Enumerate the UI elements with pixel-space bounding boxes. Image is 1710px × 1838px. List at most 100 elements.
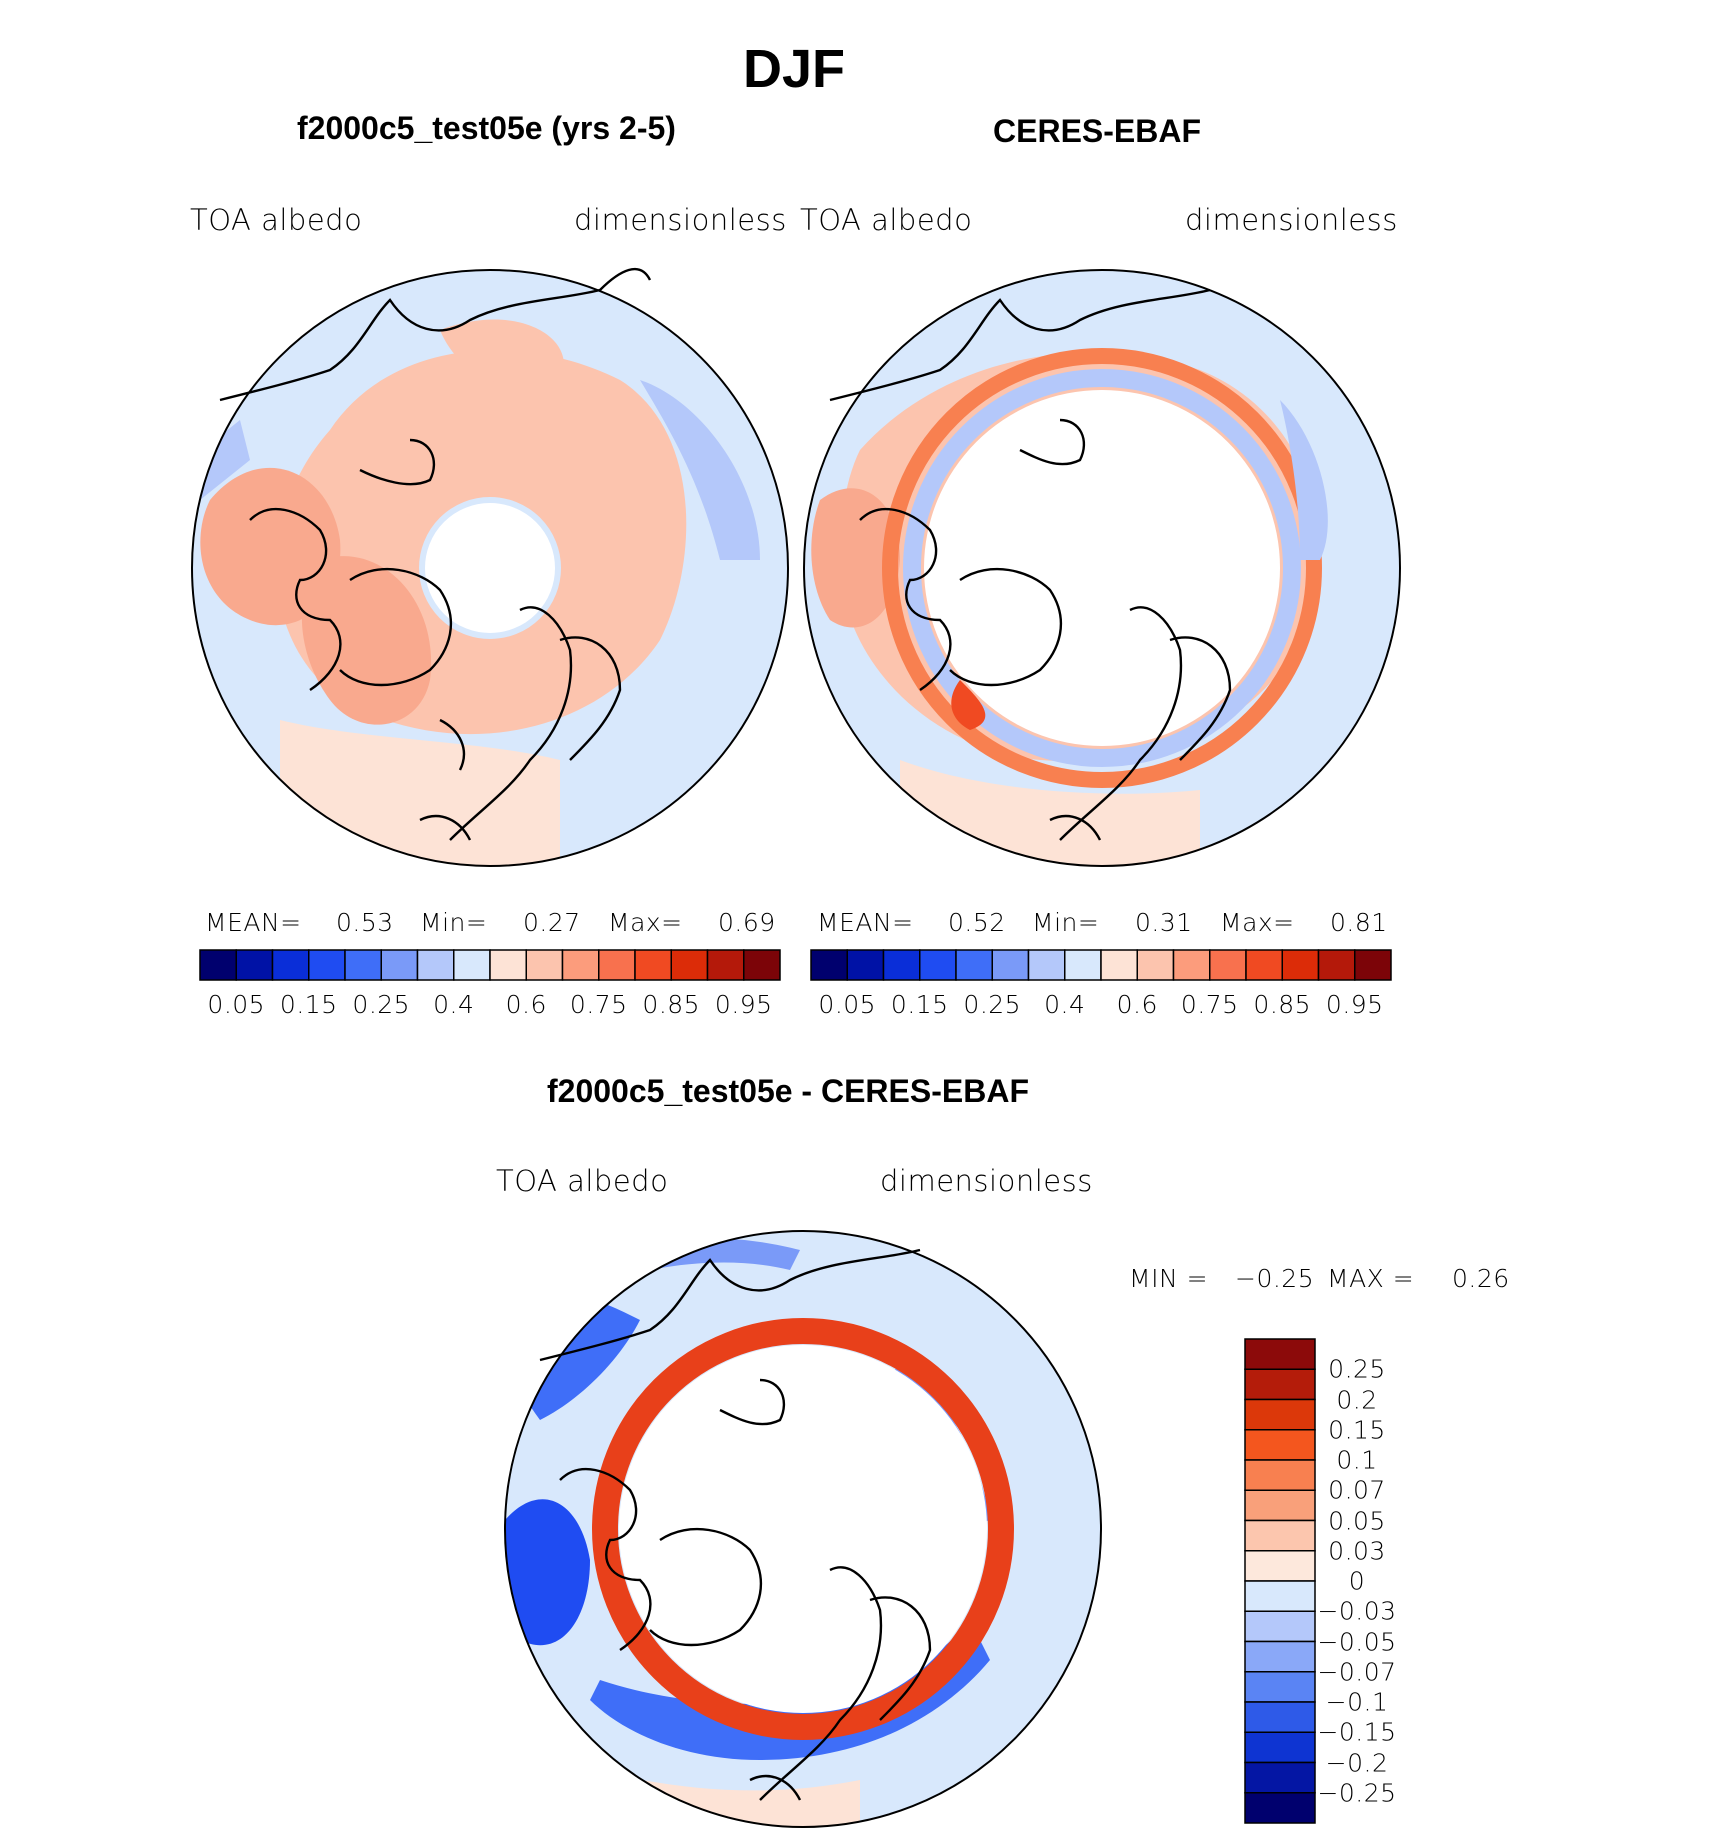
diff-tick-label: −0.05 [1317, 1627, 1397, 1656]
diff-swatch-0 [1244, 1338, 1316, 1370]
difference-units-label: dimensionless [880, 1164, 1093, 1198]
field1-swatch-2 [271, 949, 310, 981]
field1-swatch-5 [380, 949, 419, 981]
panel2-mean-label: MEAN= [817, 908, 914, 937]
field2-swatch-11 [1209, 949, 1247, 981]
field2-swatch-4 [955, 949, 993, 981]
panel2-max-label: Max= [1220, 908, 1295, 937]
field2-swatch-7 [1064, 949, 1102, 981]
diff-tick-label: 0.07 [1328, 1475, 1386, 1505]
field2-tick-label: 0.95 [1325, 990, 1384, 1019]
panel1-max-label: Max= [608, 908, 683, 937]
diff-tick-label: −0.1 [1325, 1687, 1389, 1717]
diff-swatch-7 [1244, 1550, 1316, 1582]
diff-swatch-12 [1244, 1701, 1316, 1733]
field2-swatch-8 [1100, 949, 1138, 981]
panel1-max-value: 0.69 [718, 908, 776, 937]
diff-swatch-3 [1244, 1429, 1316, 1461]
field1-tick-label: 0.95 [714, 990, 773, 1019]
panel1-contour-fill [192, 270, 788, 866]
field1-swatch-14 [706, 949, 745, 981]
panel1-units-label: dimensionless [574, 203, 787, 237]
field2-swatch-0 [810, 949, 848, 981]
difference-min-value: −0.25 [1235, 1264, 1315, 1293]
field2-swatch-5 [991, 949, 1030, 981]
field2-swatch-14 [1317, 949, 1356, 981]
field1-tick-label: 0.6 [505, 990, 547, 1019]
figure-title: DJF [742, 39, 845, 99]
panel1-mean-value: 0.53 [336, 908, 394, 937]
diff-swatch-13 [1244, 1731, 1316, 1764]
field1-swatch-9 [525, 949, 564, 981]
field1-swatch-6 [416, 949, 455, 981]
field2-tick-label: 0.85 [1253, 990, 1312, 1019]
field1-tick-label: 0.4 [433, 990, 475, 1019]
diff-swatch-8 [1244, 1580, 1316, 1612]
diff-swatch-10 [1244, 1640, 1316, 1673]
diff-swatch-11 [1244, 1671, 1316, 1703]
diff-swatch-9 [1244, 1610, 1316, 1643]
difference-colorbar [1244, 1338, 1316, 1824]
field1-swatch-4 [344, 949, 382, 981]
field2-swatch-13 [1281, 949, 1320, 981]
panel2-subtitle: CERES-EBAF [993, 113, 1202, 149]
panel2-min-value: 0.31 [1135, 908, 1193, 937]
field2-swatch-9 [1136, 949, 1175, 981]
difference-max-label: MAX = [1327, 1264, 1415, 1293]
field2-tick-label: 0.75 [1180, 990, 1239, 1019]
field1-swatch-3 [308, 949, 346, 981]
panel2-units-label: dimensionless [1185, 203, 1398, 237]
diff-tick-label: −0.15 [1317, 1717, 1397, 1747]
field1-swatch-0 [199, 949, 237, 981]
field2-tick-label: 0.15 [890, 990, 949, 1019]
difference-variable-label: TOA albedo [496, 1164, 669, 1198]
panel1-mean-label: MEAN= [205, 908, 302, 937]
field1-swatch-12 [634, 949, 672, 981]
diff-swatch-14 [1244, 1761, 1316, 1794]
panel2-max-value: 0.81 [1330, 908, 1388, 937]
diff-tick-label: −0.03 [1317, 1596, 1397, 1626]
field2-tick-label: 0.05 [818, 990, 877, 1019]
difference-contour-fill [505, 1231, 1101, 1827]
diff-swatch-5 [1244, 1489, 1316, 1522]
diff-tick-label: −0.07 [1317, 1657, 1397, 1687]
field1-swatch-15 [743, 949, 781, 981]
field2-swatch-15 [1354, 949, 1392, 981]
diff-tick-label: −0.2 [1325, 1748, 1389, 1777]
field2-tick-label: 0.6 [1116, 990, 1158, 1019]
field2-tick-label: 0.25 [963, 990, 1022, 1019]
field1-tick-label: 0.15 [279, 990, 338, 1019]
field1-tick-label: 0.75 [569, 990, 628, 1019]
field2-swatch-10 [1172, 949, 1211, 981]
field2-swatch-12 [1245, 949, 1283, 981]
diff-tick-label: 0.2 [1336, 1385, 1378, 1414]
diff-tick-label: 0.1 [1336, 1445, 1378, 1475]
difference-coastlines [539, 1248, 932, 1801]
diff-tick-label: 0.15 [1328, 1415, 1386, 1445]
field2-swatch-1 [846, 949, 885, 981]
diff-swatch-1 [1244, 1368, 1316, 1401]
diff-swatch-4 [1244, 1459, 1316, 1491]
field1-tick-label: 0.05 [207, 990, 266, 1019]
field1-swatch-10 [561, 949, 600, 981]
difference-max-value: 0.26 [1452, 1264, 1510, 1293]
panel1-coastlines [219, 268, 652, 841]
diff-tick-label: 0 [1348, 1566, 1366, 1596]
field2-swatch-2 [882, 949, 921, 981]
panel1-min-label: Min= [420, 908, 488, 937]
field1-swatch-13 [670, 949, 709, 981]
diff-tick-label: 0.03 [1328, 1536, 1386, 1566]
difference-subtitle: f2000c5_test05e - CERES-EBAF [547, 1073, 1029, 1109]
panel2-min-label: Min= [1032, 908, 1100, 937]
field1-swatch-11 [598, 949, 636, 981]
diff-swatch-6 [1244, 1519, 1316, 1552]
field1-tick-label: 0.85 [642, 990, 701, 1019]
diff-swatch-15 [1244, 1792, 1316, 1824]
difference-min-label: MIN = [1129, 1264, 1209, 1293]
diff-tick-label: 0.05 [1328, 1506, 1386, 1535]
diff-tick-label: 0.25 [1328, 1354, 1386, 1384]
field1-swatch-8 [489, 949, 527, 981]
panel1-min-value: 0.27 [523, 908, 581, 937]
diff-swatch-2 [1244, 1398, 1316, 1431]
panel2-variable-label: TOA albedo [800, 203, 973, 237]
